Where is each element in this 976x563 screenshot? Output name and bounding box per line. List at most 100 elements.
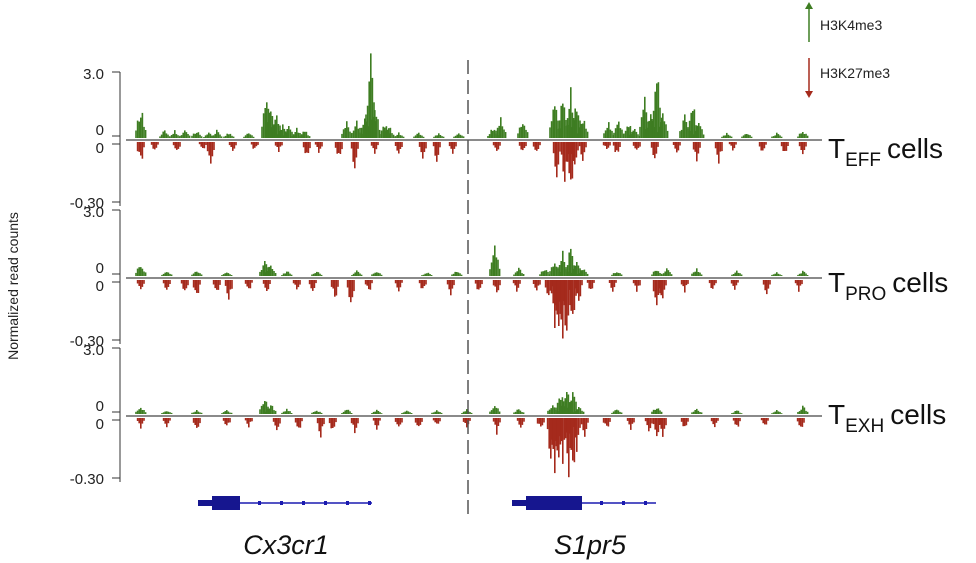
h3k27me3-peak — [588, 280, 590, 289]
h3k4me3-peak — [496, 127, 499, 138]
h3k4me3-peak — [657, 271, 660, 276]
h3k27me3-peak — [420, 142, 422, 153]
h3k4me3-peak — [497, 408, 499, 414]
h3k4me3-peak — [393, 136, 395, 138]
h3k27me3-peak — [570, 418, 572, 450]
h3k4me3-peak — [549, 127, 551, 138]
h3k27me3-peak — [464, 418, 466, 423]
h3k27me3-peak — [619, 142, 621, 147]
h3k27me3-peak — [187, 280, 189, 286]
h3k27me3-peak — [602, 142, 605, 146]
h3k27me3-peak — [309, 142, 311, 149]
h3k27me3-peak — [143, 280, 145, 284]
h3k4me3-peak — [611, 412, 613, 414]
h3k27me3-peak — [179, 142, 181, 147]
h3k4me3-peak — [380, 413, 383, 414]
h3k27me3-peak — [633, 418, 635, 423]
h3k4me3-peak — [416, 133, 418, 138]
h3k27me3-peak — [685, 280, 688, 286]
h3k27me3-peak — [571, 142, 574, 179]
h3k27me3-peak — [652, 418, 655, 425]
h3k4me3-peak — [552, 109, 554, 138]
h3k4me3-peak — [696, 268, 698, 276]
h3k4me3-peak — [341, 413, 343, 414]
h3k4me3-peak — [697, 272, 700, 276]
h3k4me3-peak — [634, 129, 636, 138]
h3k4me3-peak — [342, 411, 345, 414]
h3k4me3-peak — [749, 135, 751, 138]
h3k4me3-peak — [570, 87, 572, 138]
h3k4me3-peak — [492, 130, 494, 138]
h3k27me3-peak — [398, 418, 400, 427]
h3k27me3-peak — [439, 142, 441, 148]
h3k27me3-peak — [399, 142, 402, 149]
h3k4me3-peak — [664, 271, 666, 276]
h3k27me3-peak — [316, 418, 319, 424]
h3k4me3-peak — [399, 135, 402, 138]
h3k27me3-peak — [355, 418, 358, 428]
h3k4me3-peak — [453, 136, 455, 138]
h3k27me3-peak — [660, 280, 662, 296]
h3k27me3-peak — [685, 418, 688, 426]
h3k27me3-peak — [364, 280, 367, 285]
h3k4me3-peak — [629, 134, 631, 138]
h3k27me3-peak — [718, 142, 720, 164]
h3k27me3-peak — [227, 418, 230, 423]
y-tick-label: -0.30 — [70, 195, 104, 212]
h3k4me3-peak — [550, 408, 552, 414]
h3k4me3-peak — [726, 132, 728, 138]
h3k4me3-peak — [170, 412, 173, 414]
h3k27me3-peak — [235, 142, 237, 146]
h3k27me3-peak — [636, 142, 638, 150]
h3k4me3-peak — [650, 114, 652, 138]
h3k27me3-peak — [576, 418, 578, 452]
h3k27me3-peak — [339, 142, 342, 154]
h3k27me3-peak — [552, 280, 554, 304]
h3k4me3-peak — [135, 411, 137, 414]
h3k4me3-peak — [360, 274, 363, 276]
h3k4me3-peak — [365, 114, 367, 138]
h3k27me3-peak — [558, 280, 560, 326]
h3k4me3-peak — [169, 136, 171, 138]
h3k27me3-peak — [354, 142, 356, 169]
h3k4me3-peak — [270, 405, 272, 414]
h3k4me3-peak — [585, 271, 587, 276]
h3k4me3-peak — [357, 271, 360, 276]
h3k4me3-peak — [319, 273, 321, 276]
h3k4me3-peak — [724, 135, 726, 138]
h3k4me3-peak — [642, 109, 644, 138]
h3k27me3-peak — [399, 418, 402, 425]
h3k4me3-peak — [419, 134, 422, 138]
h3k4me3-peak — [349, 411, 351, 414]
h3k27me3-peak — [357, 418, 359, 424]
h3k4me3-peak — [228, 134, 230, 138]
h3k4me3-peak — [143, 410, 145, 414]
h3k27me3-peak — [233, 142, 236, 149]
h3k27me3-peak — [294, 418, 297, 423]
h3k4me3-peak — [780, 413, 783, 414]
h3k27me3-peak — [663, 418, 666, 429]
h3k4me3-peak — [802, 132, 804, 138]
h3k27me3-peak — [692, 142, 695, 150]
h3k4me3-peak — [188, 135, 191, 138]
h3k27me3-peak — [330, 280, 333, 287]
h3k4me3-peak — [159, 136, 161, 138]
h3k27me3-peak — [574, 142, 576, 165]
h3k27me3-peak — [434, 142, 436, 156]
h3k4me3-peak — [580, 270, 582, 276]
h3k4me3-peak — [798, 133, 801, 138]
h3k27me3-peak — [672, 142, 675, 145]
h3k4me3-peak — [164, 411, 166, 414]
h3k27me3-peak — [760, 142, 762, 151]
h3k4me3-peak — [697, 410, 700, 414]
h3k4me3-peak — [498, 125, 500, 138]
h3k4me3-peak — [566, 265, 569, 276]
h3k4me3-peak — [582, 270, 584, 276]
h3k27me3-peak — [715, 418, 718, 423]
h3k4me3-peak — [204, 135, 207, 138]
h3k4me3-peak — [170, 274, 173, 276]
h3k27me3-peak — [632, 142, 635, 146]
h3k27me3-peak — [453, 142, 456, 149]
h3k27me3-peak — [798, 280, 800, 292]
h3k27me3-peak — [315, 280, 317, 284]
